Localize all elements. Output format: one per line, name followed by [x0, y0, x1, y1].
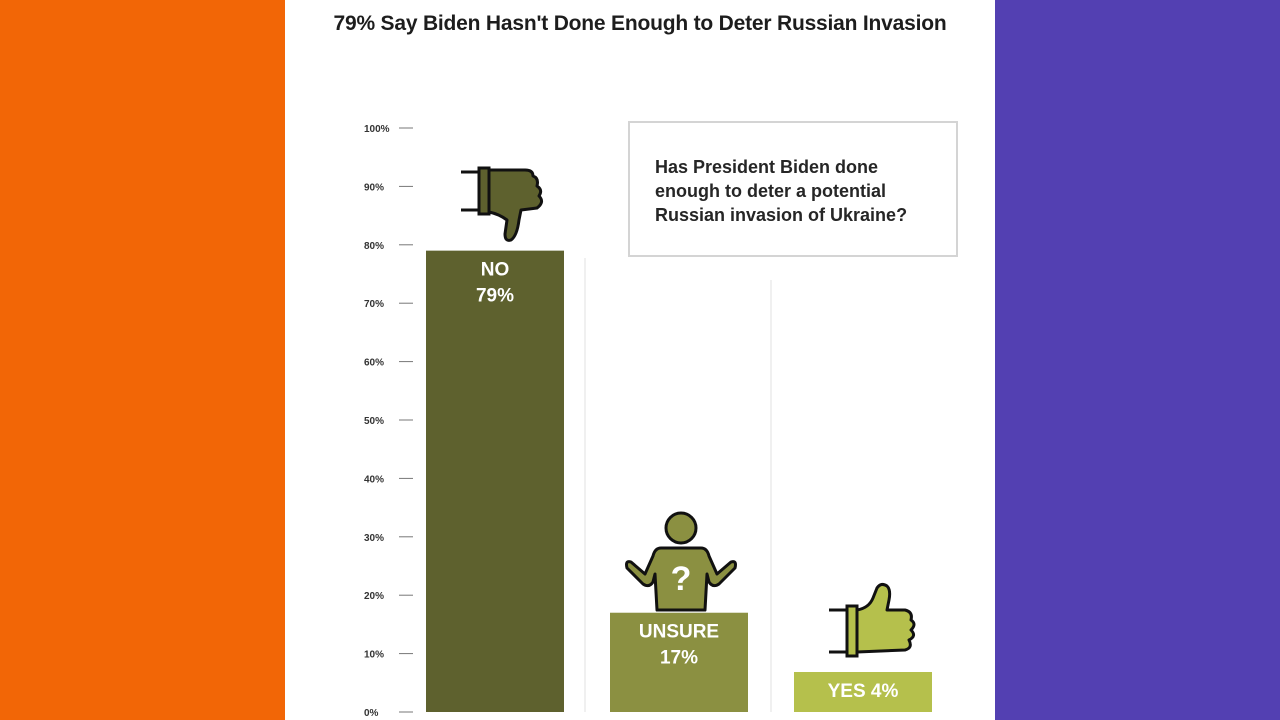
y-tick-label: 0% — [364, 708, 379, 719]
y-axis: 0% 10% 20% 30% 40% 50% 60% 70% 80% 90% 100% — [364, 124, 413, 719]
y-tick-label: 50% — [364, 416, 384, 427]
bar-data-label: YES 4% — [828, 681, 899, 702]
bar-data-label: UNSURE — [639, 622, 719, 643]
bar-data-label: NO — [481, 260, 510, 281]
question-text: Has President Biden done enough to deter… — [655, 157, 908, 225]
y-tick-label: 100% — [364, 124, 390, 135]
bar-no — [426, 250, 564, 712]
bars-group — [426, 250, 932, 712]
bar-chart: 0% 10% 20% 30% 40% 50% 60% 70% 80% 90% 100% NO 79% U… — [364, 124, 932, 719]
bar-unsure — [610, 612, 748, 712]
bar-yes — [794, 672, 932, 712]
y-tick-label: 30% — [364, 533, 384, 544]
bar-data-label: 17% — [660, 648, 698, 669]
question-box: Has President Biden done enough to deter… — [628, 121, 958, 257]
bar-labels-group: NO 79% UNSURE 17% YES 4% — [476, 260, 898, 702]
left-color-panel — [0, 0, 285, 720]
bar-data-label: 79% — [476, 286, 514, 307]
right-color-panel — [995, 0, 1280, 720]
thumbs-down-icon — [461, 166, 544, 242]
svg-text:?: ? — [671, 560, 692, 598]
y-tick-label: 80% — [364, 241, 384, 252]
chart-title: 79% Say Biden Hasn't Done Enough to Dete… — [333, 12, 947, 35]
y-tick-label: 20% — [364, 591, 384, 602]
y-tick-label: 10% — [364, 650, 384, 661]
thumbs-up-icon — [829, 582, 916, 658]
y-tick-label: 40% — [364, 474, 384, 485]
y-tick-label: 60% — [364, 358, 384, 369]
y-tick-label: 70% — [364, 299, 384, 310]
chart-canvas: 79% Say Biden Hasn't Done Enough to Dete… — [285, 0, 995, 720]
shrugging-person-question-icon: ? — [625, 511, 737, 612]
y-tick-label: 90% — [364, 182, 384, 193]
